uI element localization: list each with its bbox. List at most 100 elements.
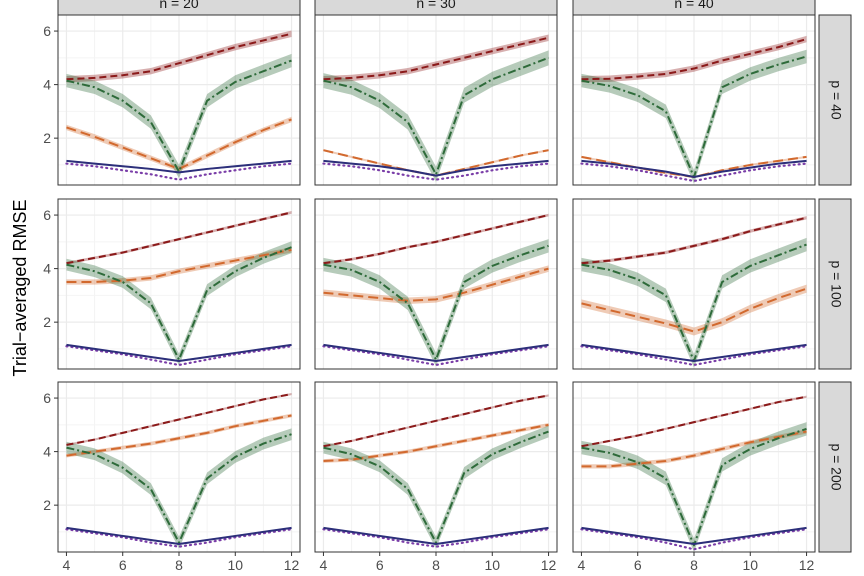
y-tick-label: 4 [43, 444, 51, 460]
series-line-dark-red [581, 216, 807, 265]
x-tick-label: 4 [320, 557, 328, 573]
series-line-green [66, 246, 292, 361]
series-line-orange [581, 430, 807, 468]
confidence-band-green [323, 50, 549, 182]
y-axis-title: Trial−averaged RMSE [10, 200, 30, 377]
y-tick-label: 6 [43, 390, 51, 406]
series-line-purple [322, 528, 550, 548]
confidence-band-orange [323, 422, 549, 463]
y-tick-label: 2 [43, 497, 51, 513]
series-line-dark-red [323, 394, 549, 448]
panel-border [572, 14, 816, 186]
confidence-band-green [581, 422, 807, 552]
plot-area: n = 20 n = 30 n = 40 p = 40 p = 100 p = 200 2 4… [43, 0, 852, 573]
confidence-band-green [323, 239, 549, 367]
x-tick-label: 10 [227, 557, 243, 573]
series-line-orange [66, 118, 292, 170]
x-tick-label: 12 [799, 557, 815, 573]
x-tick-label: 6 [119, 557, 127, 573]
series-line-green [66, 59, 292, 173]
x-tick-label: 8 [175, 557, 183, 573]
series-line-purple [580, 528, 808, 551]
x-tick-label: 10 [484, 557, 500, 573]
confidence-band-orange [581, 429, 807, 469]
confidence-band-dark-red [581, 216, 807, 265]
series-line-dark-red [66, 393, 292, 446]
series-line-purple [580, 162, 808, 183]
series-line-navy [323, 159, 549, 177]
column-strip-label: n = 30 [416, 0, 456, 11]
series-line-navy [66, 159, 292, 174]
panel-border [572, 198, 816, 370]
series-line-navy [581, 526, 807, 545]
x-tick-label: 12 [284, 557, 300, 573]
panel-border [314, 198, 558, 370]
series-line-orange [581, 287, 807, 333]
row-strip-label: p = 100 [828, 260, 844, 307]
facet-panel [572, 14, 816, 186]
facet-panel: 2 4 6 [43, 14, 301, 186]
confidence-band-green [66, 241, 292, 366]
confidence-band-green [323, 425, 549, 549]
series-line-navy [66, 526, 292, 545]
series-line-purple [322, 345, 550, 367]
series-line-green [323, 430, 549, 544]
series-line-dark-red [323, 214, 549, 265]
series-line-dark-red [66, 32, 292, 81]
confidence-band-orange [66, 413, 292, 458]
series-line-purple [65, 345, 293, 367]
confidence-band-dark-red [66, 211, 292, 265]
series-line-purple [322, 162, 550, 181]
column-strip-label: n = 20 [159, 0, 199, 11]
panel-border [57, 14, 301, 186]
facet-panel: 4 6 8 10 12 [572, 381, 816, 573]
series-line-navy [581, 159, 807, 178]
facet-panel: 2 4 6 4 6 8 10 12 [43, 381, 301, 573]
series-line-purple [65, 162, 293, 181]
series-line-green [581, 427, 807, 547]
x-tick-label: 4 [578, 557, 586, 573]
row-strip-label: p = 200 [828, 443, 844, 490]
series-line-orange [66, 248, 292, 283]
series-line-dark-red [581, 38, 807, 81]
confidence-band-dark-red [581, 35, 807, 83]
facet-panel [314, 14, 558, 186]
y-tick-label: 6 [43, 23, 51, 39]
series-line-orange [66, 414, 292, 457]
series-line-dark-red [581, 395, 807, 448]
row-strip [818, 14, 852, 186]
row-strip-label: p = 40 [828, 80, 844, 120]
facet-panel: 2 4 6 [43, 198, 301, 370]
confidence-band-orange [66, 247, 292, 285]
confidence-band-green [581, 237, 807, 368]
series-line-navy [323, 526, 549, 545]
series-line-navy [66, 343, 292, 362]
series-line-navy [323, 343, 549, 362]
series-line-orange [323, 149, 549, 177]
series-line-green [66, 433, 292, 544]
series-line-purple [65, 528, 293, 548]
facet-panel [572, 198, 816, 370]
x-tick-label: 6 [634, 557, 642, 573]
series-line-orange [323, 267, 549, 302]
confidence-band-green [66, 428, 292, 549]
series-line-green [323, 56, 549, 176]
x-tick-label: 12 [541, 557, 557, 573]
x-tick-label: 4 [63, 557, 71, 573]
facet-panel [314, 198, 558, 370]
confidence-band-green [66, 53, 292, 179]
x-tick-label: 6 [376, 557, 384, 573]
panel-border [57, 198, 301, 370]
y-tick-label: 2 [43, 130, 51, 146]
row-strip [818, 381, 852, 553]
column-strip-label: n = 40 [674, 0, 714, 11]
y-tick-label: 4 [43, 261, 51, 277]
y-tick-label: 6 [43, 207, 51, 223]
y-tick-label: 2 [43, 314, 51, 330]
y-tick-label: 4 [43, 77, 51, 93]
x-tick-label: 10 [742, 557, 758, 573]
facet-panel: 4 6 8 10 12 [314, 381, 558, 573]
x-tick-label: 8 [690, 557, 698, 573]
series-line-purple [580, 345, 808, 367]
